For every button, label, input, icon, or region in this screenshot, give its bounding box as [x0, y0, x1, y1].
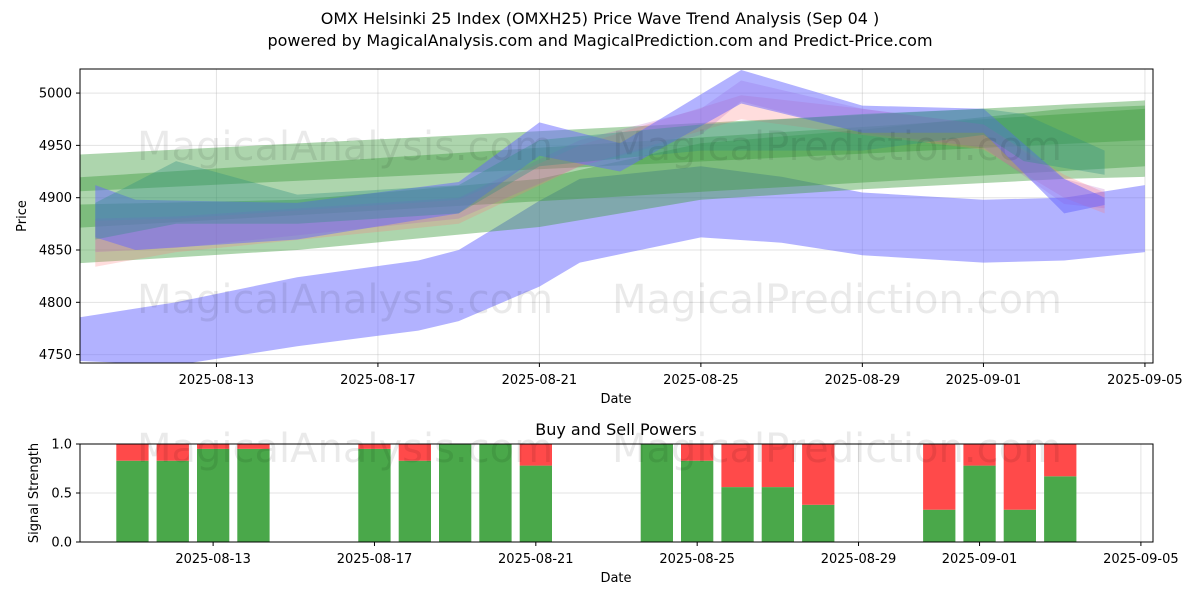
price-y-tick-label: 4900 [39, 191, 72, 206]
buy-bar [923, 509, 956, 542]
wave-band-teal-7 [95, 108, 1105, 240]
buy-bar [398, 460, 431, 542]
buy-bar [197, 448, 230, 542]
buy-bar [681, 460, 714, 542]
wave-band-blue-0 [80, 166, 1145, 363]
signal-y-tick-label: 0.0 [51, 536, 72, 551]
signal-chart-panel: Buy and Sell Powers MagicalAnalysis.com … [27, 420, 1179, 586]
signal-x-tick-label: 2025-08-13 [175, 552, 251, 567]
sell-bar [116, 444, 149, 461]
price-x-tick-label: 2025-08-29 [825, 373, 901, 388]
signal-y-ticks: 0.0 0.5 1.0 [51, 438, 80, 551]
price-y-tick-label: 4850 [39, 244, 72, 259]
price-y-tick-label: 4750 [39, 348, 72, 363]
signal-watermarks: MagicalAnalysis.com MagicalPrediction.co… [137, 426, 1062, 472]
sell-bar [1044, 444, 1077, 477]
signal-x-tick-label: 2025-09-01 [942, 552, 1018, 567]
buy-bar [116, 460, 149, 542]
price-chart-panel: MagicalAnalysis.com MagicalPrediction.co… [15, 68, 1183, 407]
sell-bar [398, 444, 431, 461]
buy-bar [1003, 509, 1036, 542]
signal-y-tick-label: 1.0 [51, 438, 72, 453]
price-y-tick-label: 4800 [39, 296, 72, 311]
buy-bar [761, 487, 794, 542]
sell-bar [358, 444, 391, 449]
price-wave-bands [80, 70, 1145, 363]
price-watermarks: MagicalAnalysis.com MagicalPrediction.co… [137, 124, 1062, 323]
price-x-tick-label: 2025-08-25 [663, 373, 739, 388]
signal-x-ticks: 2025-08-13 2025-08-17 2025-08-21 2025-08-25… [175, 542, 1179, 567]
sell-bar [681, 444, 714, 461]
sell-bar [923, 444, 956, 510]
buy-bar [802, 504, 835, 542]
price-y-tick-label: 4950 [39, 139, 72, 154]
buy-bar [1044, 476, 1077, 542]
buy-bar [237, 448, 270, 542]
signal-x-tick-label: 2025-08-21 [498, 552, 574, 567]
price-x-tick-label: 2025-08-21 [502, 373, 578, 388]
buy-bar [640, 444, 673, 542]
buy-bar [358, 448, 391, 542]
buy-bar [479, 444, 512, 542]
watermark-analysis-bottom: MagicalAnalysis.com [137, 426, 553, 472]
price-y-axis-label: Price [15, 200, 30, 232]
sell-bar [197, 444, 230, 449]
buy-bar [156, 460, 189, 542]
price-plot-frame [79, 68, 1154, 364]
watermark-prediction-bottom: MagicalPrediction.com [612, 426, 1062, 472]
sell-bar [156, 444, 189, 461]
price-x-tick-label: 2025-08-13 [179, 373, 255, 388]
buy-bar [963, 465, 996, 542]
sell-bar [519, 444, 552, 466]
watermark-analysis-mid: MagicalAnalysis.com [137, 277, 553, 323]
signal-y-tick-label: 0.5 [51, 487, 72, 502]
sell-bar [1003, 444, 1036, 510]
signal-chart-title: Buy and Sell Powers [535, 420, 697, 439]
signal-x-tick-label: 2025-08-25 [659, 552, 735, 567]
price-y-tick-label: 5000 [39, 87, 72, 102]
sell-bar [237, 444, 270, 449]
wave-band-blue-6 [95, 70, 1105, 250]
chart-subtitle: powered by MagicalAnalysis.com and Magic… [267, 31, 933, 50]
price-x-tick-label: 2025-08-17 [340, 373, 416, 388]
sell-bar [963, 444, 996, 466]
signal-x-tick-label: 2025-09-05 [1103, 552, 1179, 567]
sell-bar [802, 444, 835, 505]
watermark-prediction-mid: MagicalPrediction.com [612, 277, 1062, 323]
signal-x-axis-label: Date [600, 571, 631, 586]
price-x-tick-label: 2025-09-01 [946, 373, 1022, 388]
signal-y-axis-label: Signal Strength [27, 443, 42, 543]
sell-bar [761, 444, 794, 488]
chart-title: OMX Helsinki 25 Index (OMXH25) Price Wav… [320, 9, 880, 28]
buy-bar [519, 465, 552, 542]
watermark-prediction-top: MagicalPrediction.com [612, 124, 1062, 170]
sell-bar [721, 444, 754, 488]
watermark-analysis-top: MagicalAnalysis.com [137, 124, 553, 170]
signal-x-tick-label: 2025-08-17 [337, 552, 413, 567]
price-x-tick-label: 2025-09-05 [1107, 373, 1183, 388]
buy-bar [721, 487, 754, 542]
price-y-ticks: 4750 4800 4850 4900 4950 5000 [39, 87, 80, 363]
price-x-ticks: 2025-08-13 2025-08-17 2025-08-21 2025-08-25… [179, 363, 1183, 388]
buy-bar [439, 444, 472, 542]
signal-bars [116, 444, 1077, 542]
price-x-axis-label: Date [600, 392, 631, 407]
signal-x-tick-label: 2025-08-29 [821, 552, 897, 567]
